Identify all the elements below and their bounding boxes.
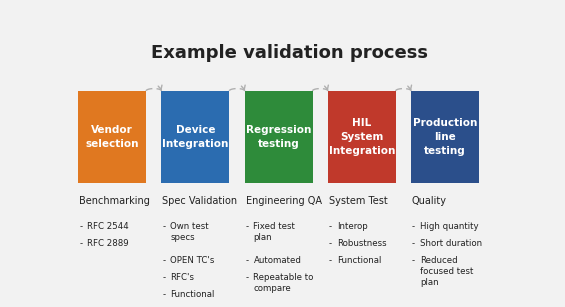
Text: -: -: [162, 222, 166, 231]
Bar: [162, 91, 229, 183]
Text: -: -: [412, 222, 415, 231]
Text: HIL
System
Integration: HIL System Integration: [329, 118, 395, 156]
Text: Functional: Functional: [337, 256, 381, 266]
Text: -: -: [162, 274, 166, 282]
Text: Regression
testing: Regression testing: [246, 125, 311, 149]
Text: -: -: [162, 290, 166, 300]
Text: Production
line
testing: Production line testing: [413, 118, 477, 156]
Bar: [79, 91, 146, 183]
Text: -: -: [329, 222, 332, 231]
Bar: [411, 91, 479, 183]
Text: -: -: [246, 256, 249, 266]
Text: Fixed test
plan: Fixed test plan: [254, 222, 295, 242]
Text: -: -: [329, 239, 332, 248]
Text: Vendor
selection: Vendor selection: [85, 125, 139, 149]
Text: -: -: [412, 239, 415, 248]
Text: Functional: Functional: [170, 290, 215, 300]
Text: Repeatable to
compare: Repeatable to compare: [254, 274, 314, 293]
Text: OPEN TC's: OPEN TC's: [170, 256, 215, 266]
Bar: [245, 91, 312, 183]
Text: Device
Integration: Device Integration: [162, 125, 229, 149]
Text: Benchmarking: Benchmarking: [79, 196, 150, 206]
Text: RFC's: RFC's: [170, 274, 194, 282]
Text: Interop: Interop: [337, 222, 367, 231]
Text: Quality: Quality: [412, 196, 447, 206]
Text: Robustness: Robustness: [337, 239, 386, 248]
Text: -: -: [246, 222, 249, 231]
Text: Short duration: Short duration: [420, 239, 482, 248]
Text: -: -: [246, 274, 249, 282]
Text: Reduced
focused test
plan: Reduced focused test plan: [420, 256, 473, 287]
Bar: [328, 91, 396, 183]
Text: System Test: System Test: [329, 196, 388, 206]
Text: -: -: [79, 222, 82, 231]
Text: -: -: [329, 256, 332, 266]
Text: -: -: [79, 239, 82, 248]
Text: RFC 2889: RFC 2889: [87, 239, 129, 248]
Text: Spec Validation: Spec Validation: [162, 196, 237, 206]
Text: High quantity: High quantity: [420, 222, 479, 231]
Text: RFC 2544: RFC 2544: [87, 222, 129, 231]
Text: Automated: Automated: [254, 256, 301, 266]
Text: Engineering QA: Engineering QA: [246, 196, 321, 206]
Text: -: -: [412, 256, 415, 266]
Text: Example validation process: Example validation process: [151, 44, 428, 62]
Text: Own test
specs: Own test specs: [170, 222, 209, 242]
Text: -: -: [162, 256, 166, 266]
